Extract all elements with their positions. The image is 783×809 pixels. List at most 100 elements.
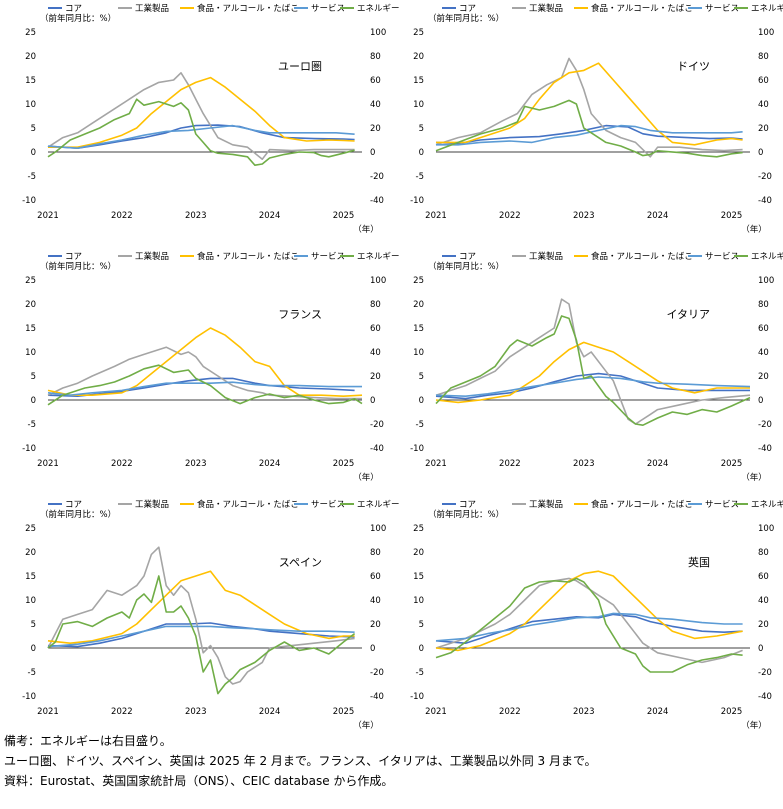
series-line bbox=[435, 376, 751, 397]
y-axis-caption: （前年同月比：%） bbox=[40, 261, 116, 272]
y-tick-label-left: -5 bbox=[416, 668, 424, 678]
y-tick-label-left: 25 bbox=[25, 524, 36, 534]
note-line-1: 備考：エネルギーは右目盛り。 bbox=[4, 733, 172, 749]
legend-label: 工業製品 bbox=[135, 251, 169, 262]
x-tick-label: 2021 bbox=[425, 707, 447, 717]
y-tick-label-right: 60 bbox=[370, 572, 381, 582]
chart-panel: コア 工業製品 食品・アルコール・たばこ サービス エネルギー （前年同月比：%） 25 20… bbox=[22, 3, 399, 235]
series-line bbox=[435, 577, 743, 673]
y-tick-label-right: 60 bbox=[758, 76, 769, 86]
y-tick-label-right: -20 bbox=[370, 668, 384, 678]
y-tick-label-right: 0 bbox=[370, 148, 375, 158]
legend-label: エネルギー bbox=[751, 4, 783, 14]
y-tick-label-right: 0 bbox=[370, 644, 375, 654]
y-tick-label-right: 60 bbox=[758, 324, 769, 334]
y-axis-caption: （前年同月比：%） bbox=[40, 509, 116, 520]
x-tick-label: 2025 bbox=[333, 459, 355, 469]
y-axis-caption: （前年同月比：%） bbox=[428, 261, 504, 272]
x-axis-unit: （年） bbox=[741, 224, 767, 235]
x-tick-label: 2025 bbox=[721, 211, 743, 221]
legend-label: 工業製品 bbox=[135, 3, 169, 14]
y-tick-label-left: 20 bbox=[25, 52, 36, 62]
x-tick-label: 2023 bbox=[573, 211, 595, 221]
y-tick-label-right: 20 bbox=[758, 124, 769, 134]
series-line bbox=[47, 622, 355, 648]
y-tick-label-right: 100 bbox=[370, 28, 386, 38]
x-axis-unit: （年） bbox=[741, 720, 767, 730]
series-line bbox=[47, 124, 355, 149]
panel-title: スペイン bbox=[279, 556, 322, 569]
y-tick-label-left: 25 bbox=[25, 276, 36, 286]
series-line bbox=[435, 124, 743, 145]
y-tick-label-left: 20 bbox=[413, 52, 424, 62]
legend-label: コア bbox=[459, 4, 476, 14]
x-tick-label: 2023 bbox=[573, 707, 595, 717]
legend-label: コア bbox=[65, 252, 82, 262]
legend-label: エネルギー bbox=[357, 4, 400, 14]
y-tick-label-left: 25 bbox=[413, 276, 424, 286]
source-label: 資料： bbox=[4, 774, 41, 788]
chart-panel: コア 工業製品 食品・アルコール・たばこ サービス エネルギー （前年同月比：%） 25 20… bbox=[22, 499, 399, 730]
y-tick-label-right: -40 bbox=[370, 444, 384, 454]
y-tick-label-left: 25 bbox=[25, 28, 36, 38]
y-tick-label-right: 40 bbox=[370, 348, 381, 358]
y-tick-label-left: -10 bbox=[22, 444, 36, 454]
legend-label: サービス bbox=[705, 4, 739, 14]
legend-label: 工業製品 bbox=[529, 3, 563, 14]
legend-label: コア bbox=[65, 4, 82, 14]
legend-label: サービス bbox=[705, 500, 739, 510]
series-line bbox=[47, 546, 355, 685]
x-tick-label: 2022 bbox=[499, 211, 521, 221]
y-tick-label-left: 5 bbox=[31, 124, 36, 134]
y-tick-label-right: 0 bbox=[758, 148, 763, 158]
y-tick-label-left: 15 bbox=[25, 324, 36, 334]
y-tick-label-left: 20 bbox=[25, 548, 36, 558]
y-tick-label-left: -10 bbox=[22, 692, 36, 702]
legend-label: エネルギー bbox=[357, 500, 400, 510]
y-tick-label-left: -5 bbox=[28, 172, 36, 182]
y-tick-label-left: 20 bbox=[413, 548, 424, 558]
y-tick-label-right: 60 bbox=[758, 572, 769, 582]
y-tick-label-right: 20 bbox=[370, 620, 381, 630]
series-line bbox=[435, 341, 750, 404]
legend-label: サービス bbox=[705, 252, 739, 262]
series-line bbox=[435, 612, 743, 642]
x-tick-label: 2023 bbox=[185, 459, 207, 469]
x-tick-label: 2023 bbox=[185, 707, 207, 717]
y-tick-label-right: 20 bbox=[370, 124, 381, 134]
note-text-2: ユーロ圏、ドイツ、スペイン、英国は 2025 年 2 月まで。フランス、イタリア… bbox=[4, 754, 597, 768]
note-line-2: ユーロ圏、ドイツ、スペイン、英国は 2025 年 2 月まで。フランス、イタリア… bbox=[4, 753, 597, 769]
y-tick-label-right: 20 bbox=[758, 372, 769, 382]
series-line bbox=[47, 381, 362, 396]
x-tick-label: 2022 bbox=[111, 211, 133, 221]
y-tick-label-left: -10 bbox=[410, 692, 424, 702]
series-line bbox=[436, 124, 743, 146]
series-line bbox=[47, 72, 355, 160]
y-tick-label-right: 40 bbox=[370, 100, 381, 110]
y-tick-label-right: -40 bbox=[758, 444, 772, 454]
panel-title: イタリア bbox=[666, 308, 710, 321]
panel-title: フランス bbox=[278, 308, 322, 321]
x-tick-label: 2024 bbox=[647, 211, 669, 221]
legend-label: 食品・アルコール・たばこ bbox=[197, 251, 299, 262]
y-tick-label-right: 80 bbox=[758, 548, 769, 558]
y-tick-label-right: 100 bbox=[370, 524, 386, 534]
x-axis-unit: （年） bbox=[353, 224, 379, 235]
panel-title: ドイツ bbox=[677, 60, 710, 73]
series-line bbox=[436, 62, 743, 146]
x-tick-label: 2024 bbox=[259, 211, 281, 221]
series-line bbox=[47, 346, 362, 400]
x-tick-label: 2022 bbox=[111, 459, 133, 469]
x-axis-unit: （年） bbox=[353, 472, 379, 483]
legend-label: サービス bbox=[311, 4, 345, 14]
y-tick-label-left: 0 bbox=[31, 396, 36, 406]
x-axis-unit: （年） bbox=[353, 720, 379, 730]
x-tick-label: 2021 bbox=[37, 459, 59, 469]
x-tick-label: 2024 bbox=[647, 459, 669, 469]
y-tick-label-left: 10 bbox=[413, 348, 424, 358]
x-tick-label: 2023 bbox=[573, 459, 595, 469]
y-tick-label-left: 0 bbox=[419, 148, 424, 158]
y-tick-label-left: 15 bbox=[25, 572, 36, 582]
y-tick-label-left: 5 bbox=[31, 372, 36, 382]
y-tick-label-left: 10 bbox=[25, 348, 36, 358]
